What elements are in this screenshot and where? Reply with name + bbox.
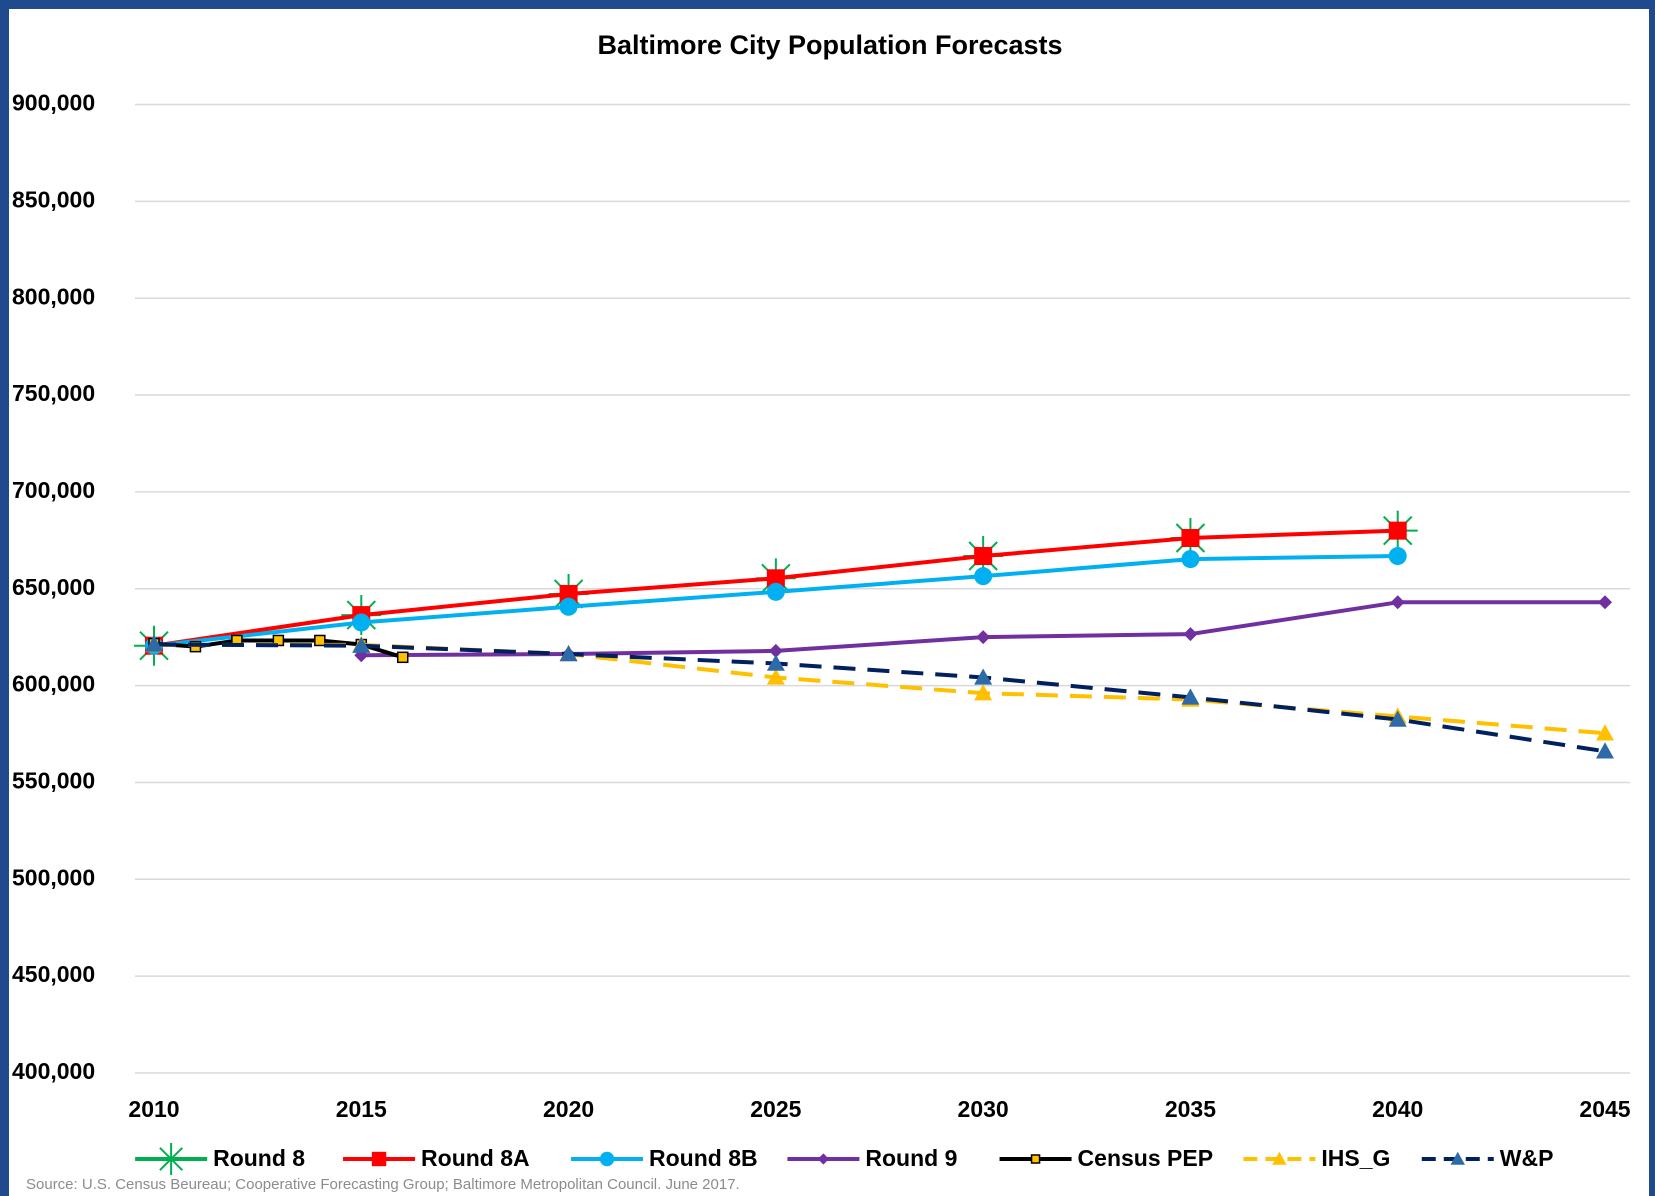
legend-label: Round 8B (649, 1145, 758, 1171)
y-tick-label: 750,000 (12, 380, 95, 406)
marker (974, 668, 993, 685)
x-tick-label: 2015 (336, 1096, 387, 1122)
marker (1181, 688, 1200, 705)
x-tick-label: 2020 (543, 1096, 594, 1122)
y-tick-label: 700,000 (12, 477, 95, 503)
marker (599, 1151, 615, 1167)
marker (1181, 529, 1200, 548)
marker (1388, 547, 1407, 566)
marker (272, 634, 285, 647)
x-tick-label: 2035 (1165, 1096, 1216, 1122)
marker (766, 582, 785, 601)
x-tick-label: 2025 (750, 1096, 801, 1122)
marker (974, 567, 993, 586)
marker (155, 1143, 188, 1175)
marker (1388, 521, 1407, 540)
legend-label: Round 8A (421, 1145, 530, 1171)
marker (371, 1151, 387, 1167)
marker (766, 654, 785, 671)
marker (1598, 595, 1612, 610)
marker (1181, 550, 1200, 569)
legend-label: Round 8 (213, 1145, 305, 1171)
x-tick-label: 2040 (1372, 1096, 1423, 1122)
chart-title: Baltimore City Population Forecasts (597, 30, 1062, 60)
x-tick-label: 2045 (1579, 1096, 1630, 1122)
marker (768, 643, 783, 658)
marker (976, 630, 991, 645)
marker (766, 569, 785, 588)
marker (974, 684, 993, 701)
marker (314, 634, 326, 647)
chart-background (9, 9, 1649, 1196)
marker (559, 645, 578, 662)
marker (1390, 595, 1405, 610)
y-tick-label: 400,000 (12, 1058, 95, 1084)
marker (352, 613, 371, 632)
y-tick-label: 450,000 (12, 961, 95, 987)
marker (1388, 710, 1407, 727)
marker (766, 668, 785, 685)
y-tick-label: 850,000 (12, 186, 95, 212)
marker (352, 636, 371, 653)
marker (1272, 1151, 1287, 1165)
marker (559, 584, 578, 603)
marker (1450, 1151, 1465, 1165)
legend-label: Round 9 (865, 1145, 957, 1171)
y-tick-label: 650,000 (12, 574, 95, 600)
marker (145, 635, 163, 652)
marker-stroke (159, 1147, 184, 1171)
marker (817, 1153, 830, 1165)
legend-label: W&P (1500, 1145, 1554, 1171)
marker (396, 651, 409, 664)
y-tick-label: 550,000 (12, 768, 95, 794)
marker (1596, 742, 1614, 759)
y-tick-label: 900,000 (12, 90, 95, 116)
marker (559, 597, 578, 616)
y-tick-label: 500,000 (12, 864, 95, 890)
marker (1183, 627, 1198, 642)
y-tick-label: 800,000 (12, 283, 95, 309)
legend-label: IHS_G (1321, 1145, 1390, 1171)
x-tick-label: 2010 (128, 1096, 179, 1122)
source-note: Source: U.S. Census Beureau; Cooperative… (26, 1176, 740, 1193)
y-tick-label: 600,000 (12, 671, 95, 697)
series-line (153, 642, 1606, 754)
marker (1030, 1154, 1041, 1164)
legend-label: Census PEP (1078, 1145, 1214, 1171)
marker (974, 547, 993, 566)
x-tick-label: 2030 (958, 1096, 1009, 1122)
marker (1596, 724, 1614, 741)
